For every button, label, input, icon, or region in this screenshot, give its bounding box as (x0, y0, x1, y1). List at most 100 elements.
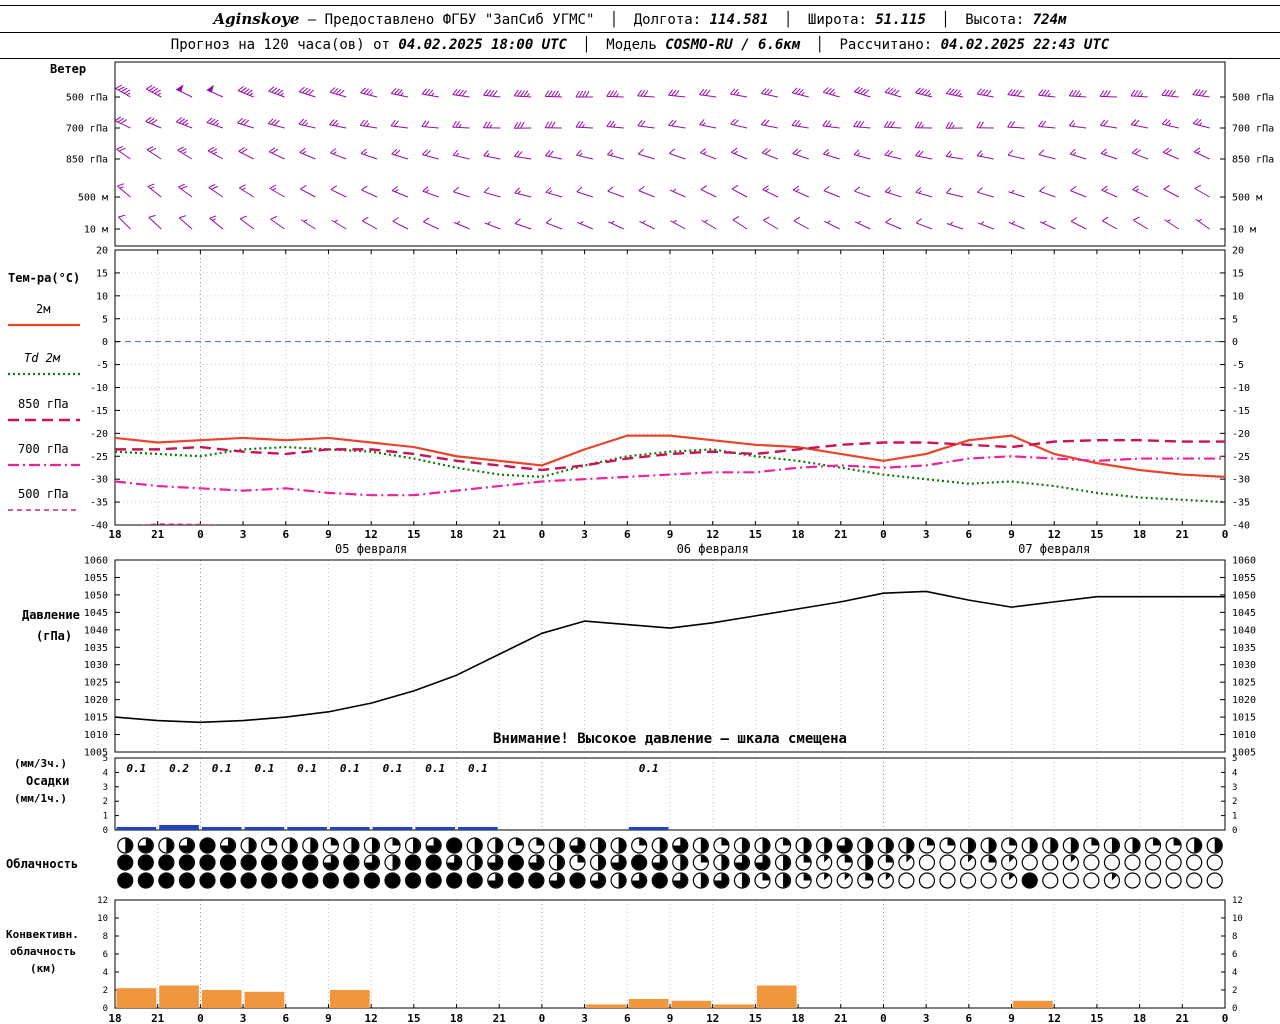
precip-3h-label: (мм/3ч.) (14, 757, 67, 770)
svg-text:500 м: 500 м (78, 193, 108, 204)
svg-text:1045: 1045 (84, 608, 108, 619)
svg-text:0: 0 (1222, 1012, 1229, 1024)
high-pressure-warning: Внимание! Высокое давление — шкала смеще… (492, 731, 847, 747)
svg-text:18: 18 (1133, 528, 1146, 541)
svg-text:12: 12 (1232, 896, 1243, 906)
conv-panel-label-3: (км) (30, 962, 57, 975)
legend-t700-label: 700 гПа (18, 442, 69, 456)
svg-text:18: 18 (791, 1012, 804, 1024)
svg-text:20: 20 (96, 246, 108, 257)
svg-text:1030: 1030 (84, 660, 108, 671)
svg-text:1005: 1005 (84, 748, 108, 759)
svg-text:0: 0 (103, 1004, 108, 1014)
svg-text:-15: -15 (1232, 406, 1250, 417)
svg-text:15: 15 (96, 268, 108, 279)
svg-text:8: 8 (1232, 932, 1237, 942)
svg-text:1020: 1020 (1232, 695, 1256, 706)
svg-text:4: 4 (1232, 768, 1237, 778)
svg-text:18: 18 (108, 1012, 121, 1024)
svg-text:0: 0 (880, 1012, 887, 1024)
svg-text:1060: 1060 (1232, 556, 1256, 567)
svg-text:1040: 1040 (1232, 625, 1256, 636)
svg-text:5: 5 (1232, 314, 1238, 325)
svg-text:15: 15 (749, 528, 762, 541)
svg-text:21: 21 (493, 528, 507, 541)
svg-text:6: 6 (282, 1012, 289, 1024)
svg-text:1050: 1050 (1232, 590, 1256, 601)
svg-text:15: 15 (407, 528, 420, 541)
svg-text:10: 10 (96, 291, 108, 302)
svg-text:-10: -10 (1232, 383, 1250, 394)
calc-label: Рассчитано: (839, 37, 933, 53)
svg-text:3: 3 (240, 528, 247, 541)
svg-text:15: 15 (1090, 1012, 1103, 1024)
svg-text:0.1: 0.1 (126, 762, 146, 775)
cloud-panel-label: Облачность (6, 857, 79, 871)
svg-text:2: 2 (1232, 986, 1237, 996)
svg-text:6: 6 (966, 1012, 973, 1024)
svg-text:1055: 1055 (84, 573, 108, 584)
separator: │ (815, 37, 825, 53)
svg-text:5: 5 (1232, 754, 1237, 764)
svg-text:0.1: 0.1 (383, 762, 403, 775)
svg-text:9: 9 (1008, 1012, 1015, 1024)
conv-panel-label-1: Конвективн. (6, 928, 79, 941)
svg-text:18: 18 (791, 528, 804, 541)
svg-text:3: 3 (240, 1012, 247, 1024)
svg-text:21: 21 (1176, 1012, 1190, 1024)
svg-text:0: 0 (103, 826, 108, 836)
svg-text:6: 6 (282, 528, 289, 541)
legend-t850-label: 850 гПа (18, 397, 69, 411)
svg-text:700 гПа: 700 гПа (66, 124, 108, 135)
svg-text:3: 3 (923, 1012, 930, 1024)
svg-text:-25: -25 (90, 452, 108, 463)
svg-text:0.1: 0.1 (297, 762, 317, 775)
latitude-label: Широта: (807, 12, 867, 28)
svg-text:18: 18 (108, 528, 121, 541)
svg-text:12: 12 (365, 1012, 378, 1024)
svg-text:21: 21 (151, 528, 165, 541)
svg-text:500 м: 500 м (1232, 193, 1262, 204)
svg-text:0: 0 (880, 528, 887, 541)
model-label: Модель (606, 37, 657, 53)
separator: │ (582, 37, 591, 53)
header-line-1: Aginskoye — Предоставлено ФГБУ "ЗапСиб У… (0, 5, 1280, 33)
svg-text:1055: 1055 (1232, 573, 1256, 584)
svg-text:-25: -25 (1232, 452, 1250, 463)
svg-text:0: 0 (539, 1012, 546, 1024)
svg-text:10: 10 (1232, 291, 1244, 302)
svg-text:1: 1 (103, 812, 108, 822)
svg-text:-30: -30 (90, 475, 108, 486)
svg-text:3: 3 (923, 528, 930, 541)
svg-text:21: 21 (834, 528, 848, 541)
altitude-label: Высота: (965, 12, 1025, 28)
svg-text:05 февраля: 05 февраля (335, 542, 407, 556)
separator: │ (784, 12, 793, 28)
svg-text:21: 21 (151, 1012, 165, 1024)
svg-text:07 февраля: 07 февраля (1018, 542, 1090, 556)
precip-1h-label: (мм/1ч.) (14, 792, 67, 805)
svg-text:-5: -5 (96, 360, 108, 371)
svg-text:1030: 1030 (1232, 660, 1256, 671)
svg-text:500 гПа: 500 гПа (1232, 93, 1274, 104)
wind-panel-label: Ветер (50, 62, 87, 76)
svg-text:12: 12 (1048, 1012, 1061, 1024)
temperature-panel-title: Тем-ра(°C) (8, 271, 81, 285)
svg-text:15: 15 (1232, 268, 1244, 279)
svg-text:3: 3 (103, 783, 108, 793)
svg-text:3: 3 (1232, 783, 1237, 793)
svg-text:6: 6 (966, 528, 973, 541)
svg-text:1050: 1050 (84, 590, 108, 601)
svg-text:3: 3 (581, 528, 588, 541)
svg-text:4: 4 (1232, 968, 1237, 978)
svg-text:0: 0 (1232, 826, 1237, 836)
svg-text:-5: -5 (1232, 360, 1244, 371)
svg-text:1015: 1015 (84, 713, 108, 724)
svg-text:1020: 1020 (84, 695, 108, 706)
svg-text:-40: -40 (1232, 521, 1250, 532)
svg-text:9: 9 (667, 528, 674, 541)
pressure-panel-label: Давление (22, 608, 80, 622)
svg-text:12: 12 (706, 528, 719, 541)
svg-text:0.1: 0.1 (254, 762, 274, 775)
